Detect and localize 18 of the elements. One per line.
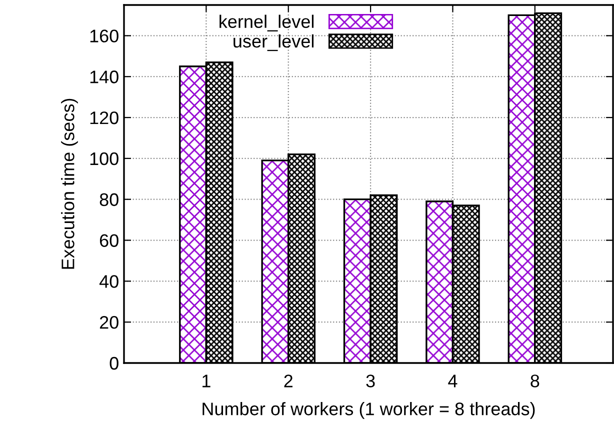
- y-tick-label: 0: [110, 356, 118, 370]
- y-tick-label: 80: [100, 193, 118, 206]
- x-tick-label: 4: [448, 374, 458, 388]
- x-tick-label: 8: [530, 374, 540, 388]
- x-tick-label: 3: [366, 374, 375, 388]
- y-tick-label: 160: [90, 30, 118, 42]
- x-tick-label: 1: [202, 374, 210, 388]
- x-tick-label: 2: [284, 374, 292, 388]
- x-axis-title: Number of workers (1 worker = 8 threads): [202, 402, 535, 419]
- legend-label: user_level: [234, 34, 314, 52]
- y-tick-label: 40: [99, 275, 118, 288]
- legend-label: kernel_level: [220, 14, 314, 32]
- y-tick-label: 140: [90, 70, 118, 84]
- y-tick-label: 120: [90, 111, 118, 124]
- y-axis-title: Execution time (secs): [61, 98, 78, 269]
- y-tick-label: 60: [100, 234, 118, 247]
- y-tick-label: 100: [90, 152, 118, 166]
- y-tick-label: 20: [100, 316, 118, 329]
